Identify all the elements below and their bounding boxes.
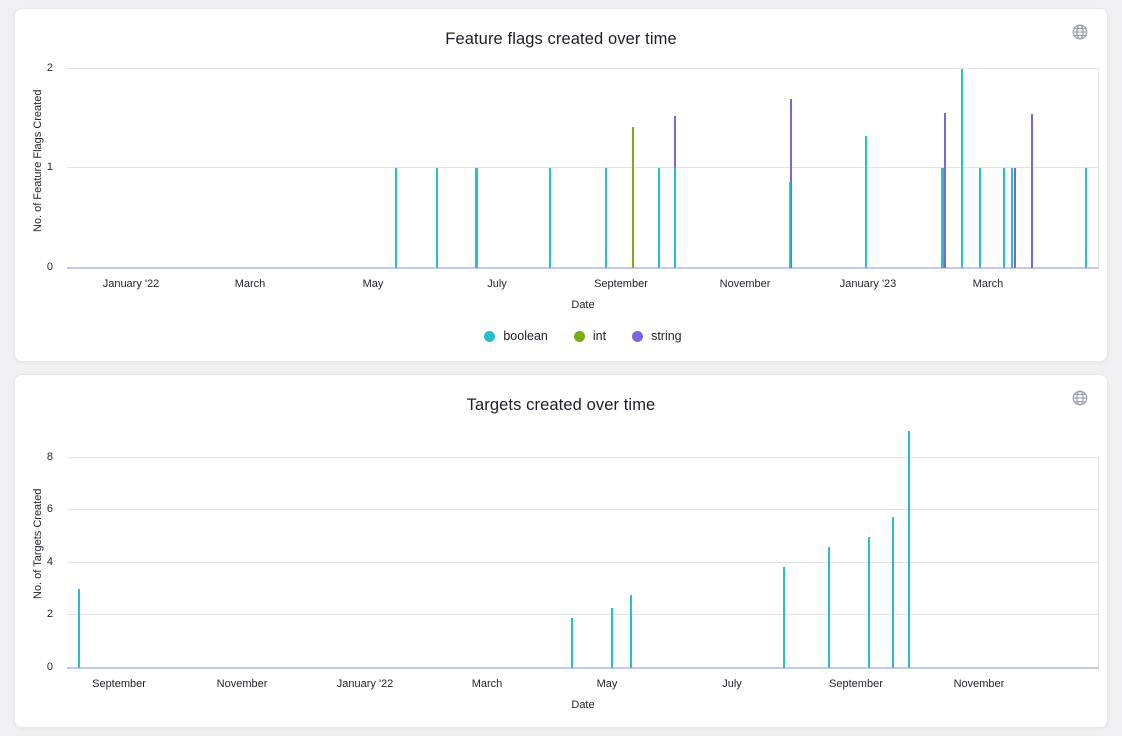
gridline (67, 509, 1099, 511)
x-tick-label: May (362, 278, 384, 290)
x-tick-label: November (216, 678, 268, 690)
boolean-bar[interactable] (435, 168, 438, 268)
x-tick-label: September (92, 678, 146, 690)
targets-bar[interactable] (629, 594, 632, 668)
string-bar[interactable] (1013, 168, 1016, 268)
boolean-bar[interactable] (1085, 168, 1088, 268)
chart-legend: boolean int string (67, 329, 1099, 343)
y-tick-label: 0 (46, 661, 53, 673)
y-tick-label: 6 (46, 503, 53, 516)
feature-flags-chart-card: Feature flags created over time No. of F… (14, 8, 1108, 362)
chart-title: Targets created over time (466, 396, 656, 414)
boolean-bar[interactable] (474, 168, 478, 268)
targets-bar[interactable] (907, 430, 910, 668)
y-tick-label: 2 (46, 61, 53, 74)
plot-border (1098, 456, 1099, 667)
x-tick-label: November (719, 278, 771, 290)
targets-bar[interactable] (78, 589, 81, 668)
targets-bar[interactable] (570, 618, 573, 668)
plot-border (1098, 67, 1099, 267)
x-tick-label: September (594, 278, 648, 290)
legend-swatch (632, 330, 644, 342)
y-tick-label: 4 (46, 555, 53, 568)
targets-bar[interactable] (867, 537, 870, 668)
x-tick-label: September (829, 678, 883, 690)
targets-bar[interactable] (782, 566, 785, 668)
y-tick-label: 1 (46, 161, 53, 174)
legend-item-int[interactable]: int (573, 329, 607, 343)
x-tick-label: March (234, 278, 266, 290)
boolean-bar[interactable] (978, 168, 981, 268)
y-tick-label: 8 (46, 450, 53, 463)
string-bar[interactable] (943, 112, 946, 268)
x-tick-label: July (722, 678, 742, 690)
x-tick-label: March (471, 678, 503, 690)
x-tick-label: July (487, 278, 507, 290)
x-axis-label: Date (571, 299, 595, 311)
x-tick-label: March (972, 278, 1004, 290)
legend-label: string (651, 329, 682, 343)
legend-item-string[interactable]: string (632, 329, 682, 343)
targets-chart-card: Targets created over time No. of Targets… (14, 374, 1108, 728)
targets-bar[interactable] (827, 547, 830, 668)
gridline (67, 561, 1099, 563)
chart-title: Feature flags created over time (445, 30, 677, 48)
boolean-bar[interactable] (673, 168, 676, 268)
x-axis-line (67, 667, 1099, 669)
legend-label: int (592, 329, 607, 343)
globe-icon[interactable] (1067, 386, 1093, 412)
x-tick-label: January '22 (102, 278, 160, 290)
gridline (67, 614, 1099, 616)
targets-bar[interactable] (610, 607, 613, 668)
x-tick-label: January '23 (839, 278, 897, 290)
legend-swatch (573, 330, 585, 342)
boolean-bar[interactable] (395, 168, 397, 268)
boolean-bar[interactable] (548, 168, 551, 268)
globe-icon[interactable] (1067, 20, 1093, 46)
gridline (67, 456, 1099, 458)
gridline (67, 67, 1099, 69)
legend-swatch (484, 330, 496, 342)
boolean-bar[interactable] (658, 168, 661, 268)
y-tick-label: 0 (46, 261, 53, 273)
gridline (67, 167, 1099, 169)
x-tick-label: November (953, 678, 1005, 690)
y-tick-label: 2 (46, 608, 53, 621)
int-bar[interactable] (631, 126, 634, 268)
string-bar[interactable] (1030, 113, 1033, 268)
boolean-bar[interactable] (1011, 168, 1013, 268)
boolean-bar[interactable] (960, 68, 963, 268)
boolean-bar[interactable] (789, 182, 792, 268)
targets-bar[interactable] (891, 516, 894, 668)
legend-label: boolean (503, 329, 548, 343)
x-tick-label: May (596, 678, 618, 690)
x-tick-label: January '22 (336, 678, 394, 690)
x-axis-line (67, 267, 1099, 269)
legend-item-boolean[interactable]: boolean (484, 329, 548, 343)
boolean-bar[interactable] (940, 168, 944, 268)
x-axis-label: Date (571, 699, 595, 711)
boolean-bar[interactable] (864, 135, 867, 268)
plot-area: 0 1 2 January '22 March May July September Novem… (47, 54, 1099, 290)
plot-area: 0 2 4 6 8 September November January '22 March Ma… (47, 420, 1099, 690)
boolean-bar[interactable] (605, 168, 607, 268)
boolean-bar[interactable] (1002, 168, 1005, 268)
